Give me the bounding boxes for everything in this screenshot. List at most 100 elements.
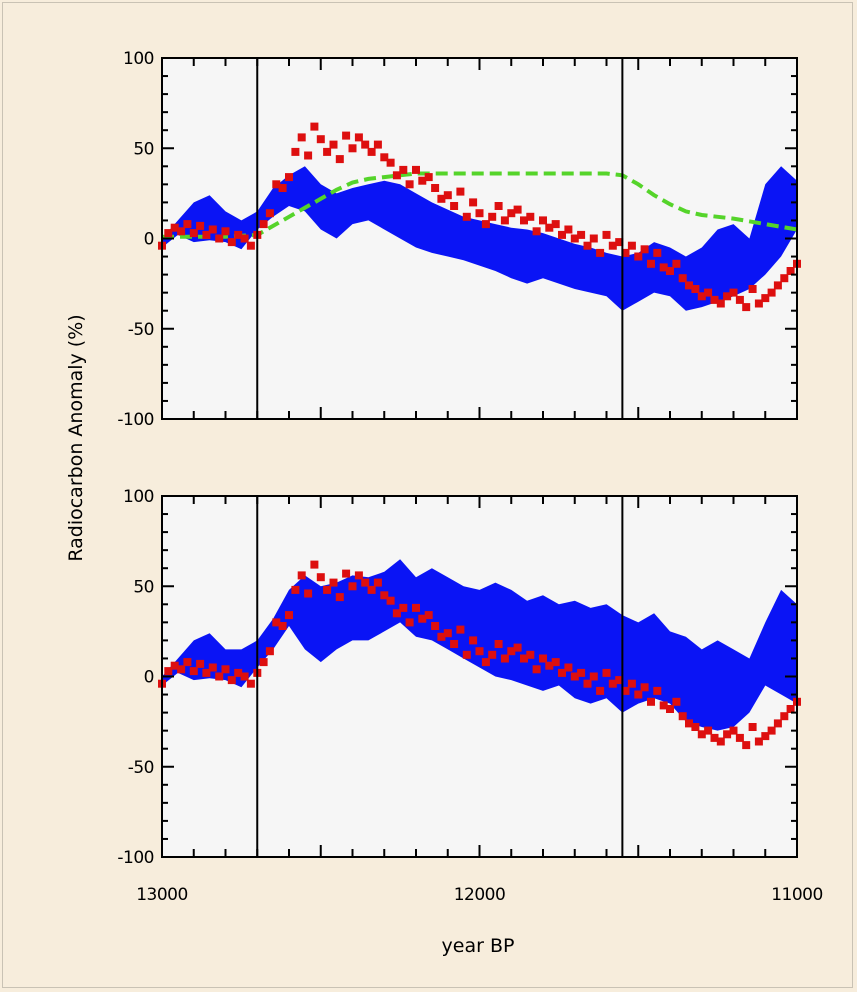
data-point [640,245,649,254]
data-point [577,230,586,239]
data-point [729,726,738,735]
data-point [621,248,630,257]
data-point [685,281,693,290]
data-point [526,212,535,221]
data-point [672,259,681,268]
data-point [773,719,782,728]
data-point [310,560,319,569]
data-point [659,701,668,710]
data-point [710,295,719,304]
data-point [761,294,770,303]
data-point [323,147,332,156]
data-point [234,668,243,677]
data-point [615,238,624,247]
data-point [608,679,617,688]
data-point [735,733,744,742]
data-point [278,622,287,630]
data-point [285,611,293,620]
data-point [729,288,738,297]
data-point [234,230,243,239]
bottom-panel: -100 -50 0 50 100 13000 12000 11000 [117,487,823,905]
data-point [647,259,655,268]
data-point [723,292,732,301]
data-point [494,640,503,648]
data-point [564,225,573,234]
data-point [488,650,497,659]
data-point [564,663,573,672]
data-point [532,227,541,236]
data-point [221,665,230,674]
data-point [748,285,757,293]
data-point [291,147,300,156]
x-tick-label: 11000 [771,885,823,905]
data-point [329,578,338,587]
data-point [558,668,566,677]
data-point [367,585,376,594]
y-tick-label: 0 [144,668,154,688]
data-point [246,241,255,250]
data-point [259,220,268,229]
data-point [653,686,662,695]
data-point [189,229,198,238]
y-tick-label: 100 [123,487,154,507]
y-tick-label: -50 [128,320,154,340]
data-point [437,194,446,203]
data-point [558,230,566,239]
data-point [189,667,198,676]
data-point [424,611,433,620]
data-point [361,578,370,587]
data-point [735,295,744,304]
data-point [627,241,636,250]
data-point [634,252,643,261]
data-point [767,726,776,735]
data-point [513,205,522,214]
data-point [513,643,522,652]
data-point [545,223,554,232]
data-point [373,140,382,149]
data-point [615,676,624,685]
data-point [177,227,186,236]
data-point [716,299,725,308]
data-point [539,654,547,663]
data-point [392,609,401,618]
data-point [500,216,509,225]
data-point [761,732,770,741]
data-point [551,658,560,667]
data-point [773,281,782,290]
data-point [462,650,471,659]
data-point [424,173,433,182]
data-point [526,650,535,659]
data-point [405,618,414,627]
data-point [481,658,490,667]
data-point [418,614,427,623]
x-axis-title: year BP [442,935,515,957]
y-tick-label: -100 [117,848,154,868]
data-point [469,198,478,207]
data-point [545,661,554,670]
y-axis-title: Radiocarbon Anomaly (%) [65,314,87,561]
data-point [704,288,713,297]
data-point [786,267,795,275]
data-point [462,212,471,221]
data-point [437,632,446,641]
data-point [202,230,211,239]
data-point [392,171,401,180]
data-point [202,668,211,677]
data-point [672,697,681,706]
data-point [500,654,509,663]
data-point [697,292,706,301]
data-point [335,593,344,602]
data-point [367,147,376,156]
data-point [589,672,598,681]
data-point [602,668,611,677]
data-point [342,131,351,140]
data-point [208,225,217,234]
x-tick-label: 12000 [454,885,506,905]
y-tick-label: -100 [117,410,154,430]
data-point [227,238,236,247]
data-point [742,303,751,312]
data-point [196,659,205,668]
data-point [278,184,287,192]
